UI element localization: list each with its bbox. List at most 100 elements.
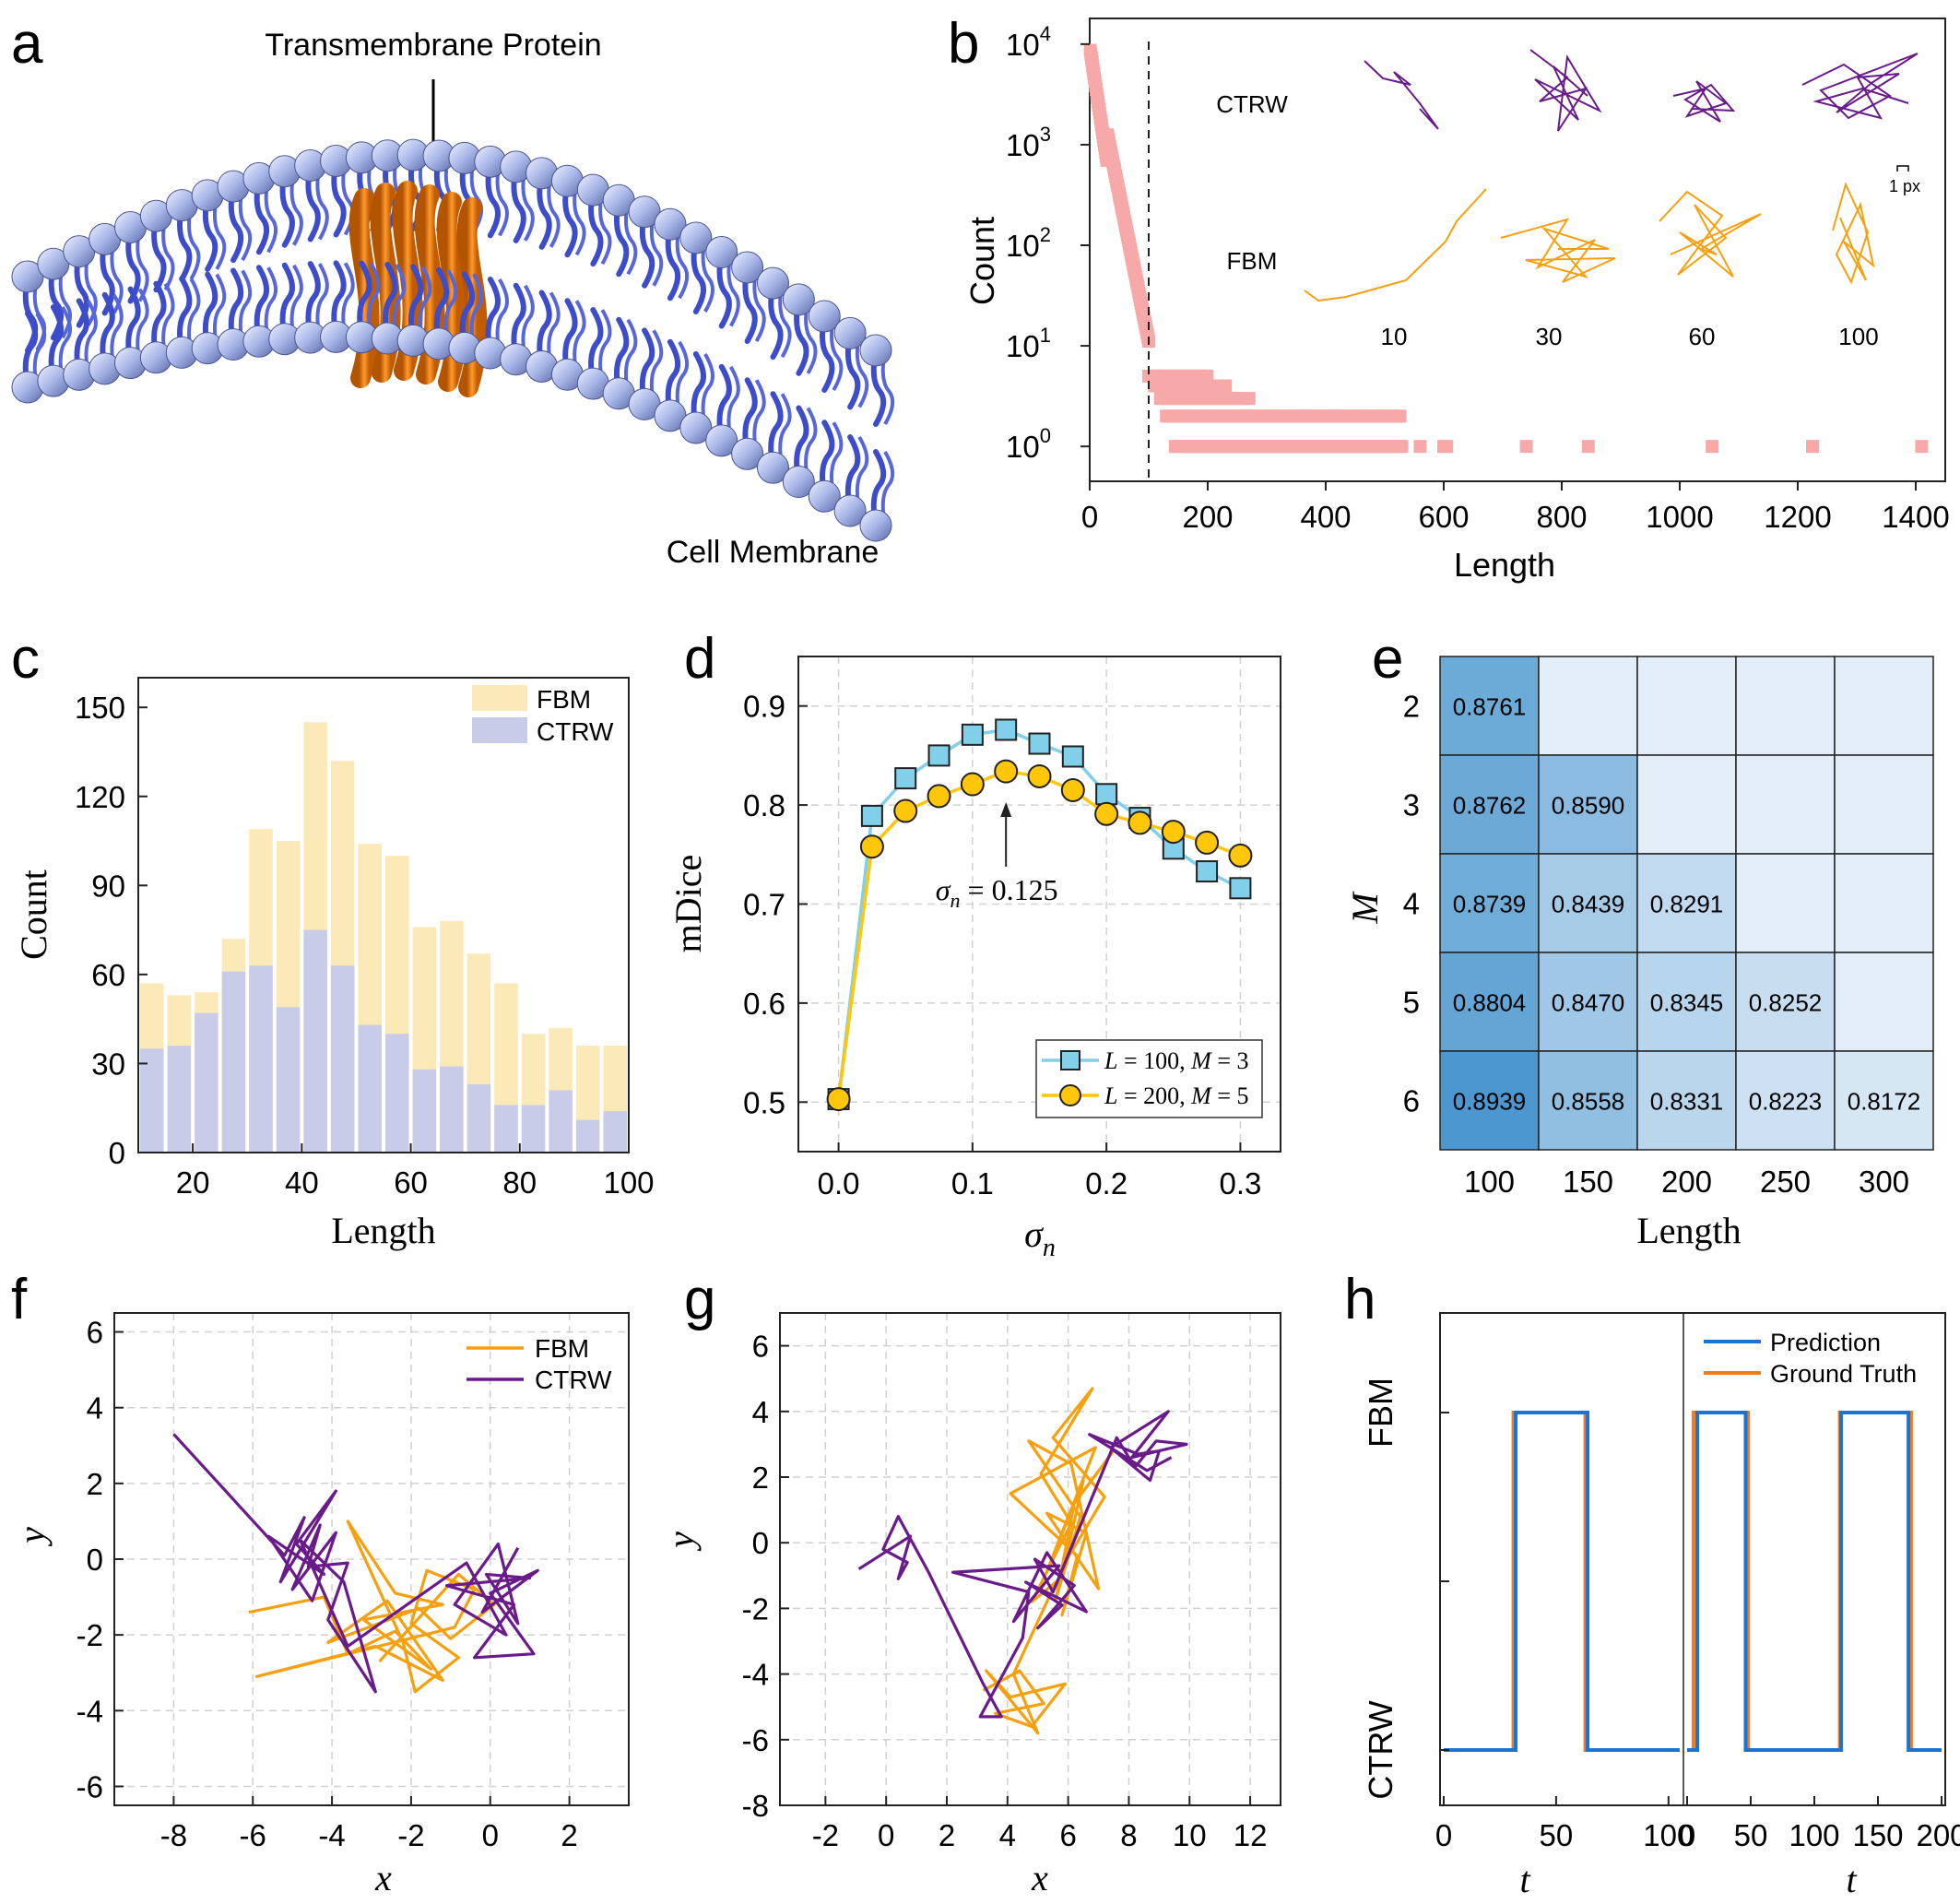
heatmap-cell-value: 0.8172 bbox=[1848, 1088, 1921, 1116]
inset-length-label: 60 bbox=[1689, 323, 1716, 350]
panel-g-xlabel: x bbox=[1031, 1857, 1048, 1898]
x-tick-label: 1200 bbox=[1764, 500, 1831, 534]
x-tick-label: 100 bbox=[1643, 1818, 1694, 1852]
lipid-head-bottom bbox=[833, 494, 867, 527]
panel-d-ylabel: mDice bbox=[667, 855, 709, 953]
lipid-head-top bbox=[731, 251, 764, 284]
lipid-tail bbox=[341, 262, 355, 337]
x-tick-label: 2 bbox=[939, 1818, 955, 1852]
lipid-head-bottom bbox=[808, 479, 841, 513]
lipid-tail bbox=[367, 262, 381, 338]
peak-annotation: σn = 0.125 bbox=[936, 802, 1058, 912]
panel-c-ylabel: Count bbox=[13, 869, 54, 960]
lipid-head-top bbox=[808, 300, 841, 333]
lipid-head-bottom bbox=[679, 411, 713, 444]
heatmap-cell bbox=[1834, 754, 1934, 855]
panel-h-xlabel: t bbox=[1519, 1859, 1530, 1900]
panel-d-legend: L = 100, M = 3 L = 200, M = 5 bbox=[1035, 1039, 1263, 1118]
ctrw-trajectory bbox=[172, 1433, 539, 1694]
y-tick-label: -8 bbox=[742, 1789, 769, 1823]
heatmap-cell-value: 0.8331 bbox=[1650, 1088, 1724, 1116]
heatmap-cell-value: 0.8223 bbox=[1749, 1088, 1823, 1116]
ctrw-bar bbox=[412, 1069, 437, 1153]
panel-d: d 0.0 0.1 0.2 0.3 0.5 0.6 0.7 0.8 0.9 σn mDice σ… bbox=[667, 627, 1281, 1262]
lipid-tail bbox=[289, 171, 303, 246]
circle-marker bbox=[1228, 843, 1253, 868]
inset-ctrw-trace bbox=[1801, 53, 1919, 120]
y-tick-label: 4 bbox=[87, 1391, 103, 1425]
x-tick-label: 10 bbox=[1173, 1818, 1207, 1852]
ctrw-bar bbox=[494, 1105, 518, 1153]
count-point bbox=[1219, 379, 1233, 393]
inset-length-label: 10 bbox=[1381, 323, 1408, 350]
panel-a: a Transmembrane Protein Cell Membrane bbox=[11, 12, 895, 570]
heatmap-cell-value: 0.8739 bbox=[1453, 891, 1527, 918]
lipid-tail bbox=[547, 291, 561, 367]
lipid-tail bbox=[701, 237, 714, 313]
panel-f-ticks: -8 -6 -4 -2 0 2 -6 -4 -2 0 2 4 6 bbox=[77, 1316, 578, 1852]
y-tick-label: 0.7 bbox=[743, 888, 785, 922]
x-tick-label: 50 bbox=[1540, 1818, 1574, 1852]
y-tick-label: 0 bbox=[752, 1526, 769, 1560]
y-tick-label: 0 bbox=[87, 1543, 103, 1577]
y-tick-label: -6 bbox=[77, 1769, 103, 1803]
lipid-head-top bbox=[679, 221, 713, 254]
y-tick-label: 4 bbox=[1403, 887, 1420, 921]
prediction-line bbox=[1687, 1411, 1942, 1752]
heatmap-cell bbox=[1439, 1050, 1540, 1151]
heatmap-cell bbox=[1538, 754, 1638, 855]
count-point bbox=[1242, 392, 1256, 406]
lipid-tail bbox=[136, 288, 149, 363]
legend-swatch-ctrw bbox=[472, 717, 527, 743]
y-tick-label: 100 bbox=[1006, 424, 1051, 464]
heatmap-cell-value: 0.8291 bbox=[1650, 891, 1724, 918]
legend-label: CTRW bbox=[535, 1366, 612, 1394]
lipid-tail bbox=[469, 158, 484, 233]
lipid-tail bbox=[187, 278, 201, 353]
heatmap-cell bbox=[1735, 952, 1836, 1052]
scale-bar-label: 1 px bbox=[1889, 177, 1920, 195]
inset-row-label-ctrw: CTRW bbox=[1216, 90, 1288, 118]
inset-ctrw-trace bbox=[1529, 49, 1602, 132]
square-marker bbox=[894, 767, 917, 790]
panel-c-ticks: 20 40 60 80 100 0 30 60 90 120 150 bbox=[75, 691, 655, 1200]
lipid-tail bbox=[187, 205, 201, 280]
square-marker bbox=[1229, 877, 1252, 900]
square-marker bbox=[1061, 745, 1084, 768]
lipid-tail bbox=[315, 263, 329, 338]
panel-c-xlabel: Length bbox=[331, 1210, 435, 1251]
circle-marker bbox=[826, 1087, 851, 1112]
lipid-tail bbox=[598, 189, 612, 266]
heatmap-cell bbox=[1636, 1050, 1737, 1151]
inset-fbm-trace bbox=[1659, 190, 1762, 278]
x-tick-label: 12 bbox=[1234, 1818, 1268, 1852]
scale-bar-icon bbox=[1896, 165, 1909, 171]
lipid-tail bbox=[829, 421, 844, 497]
x-tick-label: 400 bbox=[1300, 500, 1351, 534]
circle-marker bbox=[960, 772, 985, 797]
heatmap-cell bbox=[1636, 656, 1737, 756]
fbm-trajectory bbox=[982, 1387, 1116, 1735]
inset-fbm-trace bbox=[1832, 182, 1875, 285]
lipid-tail bbox=[495, 160, 509, 237]
lipid-tail bbox=[855, 333, 869, 408]
ctrw-bar bbox=[440, 1066, 464, 1153]
square-marker bbox=[961, 723, 984, 746]
lipid-tail bbox=[469, 273, 484, 349]
x-tick-label: 0 bbox=[1435, 1818, 1452, 1852]
panel-b-frame bbox=[1089, 18, 1946, 482]
y-tick-label: 2 bbox=[87, 1467, 103, 1501]
y-tick-label: 0.8 bbox=[743, 788, 785, 822]
count-point bbox=[1413, 440, 1427, 454]
prediction-line bbox=[1444, 1411, 1680, 1752]
lipid-head-top bbox=[705, 236, 738, 269]
heatmap-cell-value: 0.8439 bbox=[1552, 891, 1625, 918]
x-tick-label: -6 bbox=[240, 1818, 266, 1852]
panel-g-ticks: -2 0 2 4 6 8 10 12 -8 -6 -4 -2 0 2 4 6 bbox=[742, 1330, 1268, 1852]
lipid-tail bbox=[32, 312, 47, 388]
x-tick-label: 0.0 bbox=[818, 1166, 860, 1200]
heatmap-cell bbox=[1538, 853, 1638, 953]
